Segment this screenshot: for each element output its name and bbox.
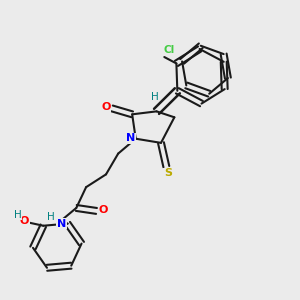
Text: H: H — [151, 92, 159, 102]
Text: O: O — [98, 205, 108, 215]
Text: Cl: Cl — [163, 46, 174, 56]
Text: H: H — [47, 212, 55, 222]
Text: O: O — [101, 103, 111, 112]
Text: H: H — [14, 210, 22, 220]
Text: N: N — [126, 133, 135, 143]
Text: S: S — [164, 168, 172, 178]
Text: O: O — [20, 216, 29, 226]
Text: N: N — [57, 219, 66, 229]
